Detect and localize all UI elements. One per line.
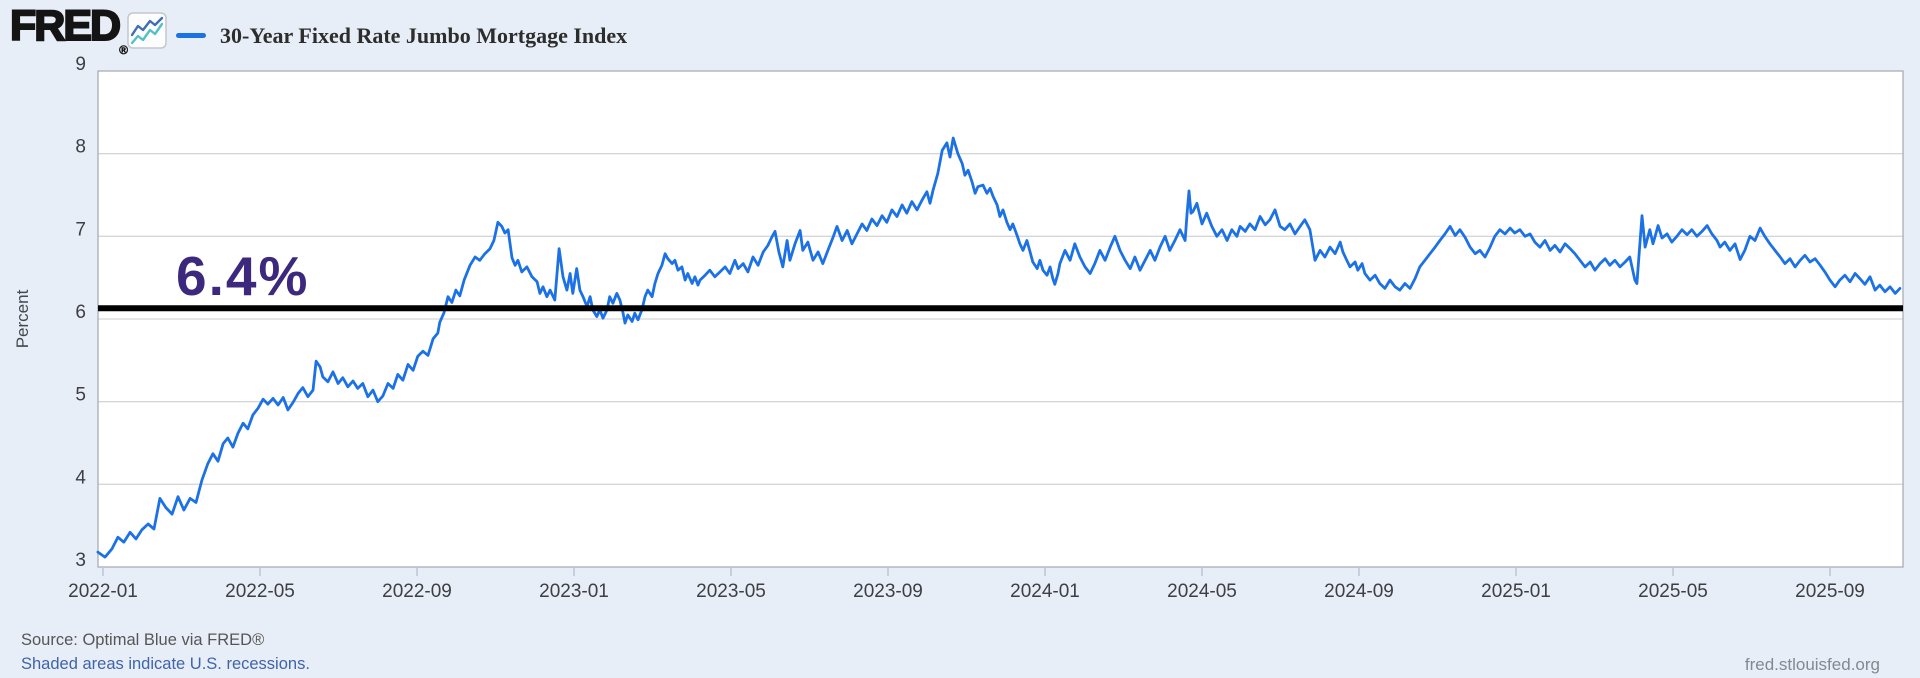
y-axis-label: 4 <box>75 467 86 488</box>
legend-line-swatch <box>176 33 206 38</box>
y-axis-label: 5 <box>75 385 86 406</box>
source-note: Source: Optimal Blue via FRED® <box>21 631 265 649</box>
x-axis-label: 2024-01 <box>1010 581 1080 602</box>
fred-logo-text: FRED <box>9 2 122 50</box>
fred-watermark: fred.stlouisfed.org <box>1744 655 1880 674</box>
legend-series-title: 30-Year Fixed Rate Jumbo Mortgage Index <box>220 23 628 48</box>
recession-note-link[interactable]: Shaded areas indicate U.S. recessions. <box>21 655 310 673</box>
x-axis-label: 2022-09 <box>382 581 452 602</box>
fred-logo: FRED® <box>9 2 128 72</box>
y-axis-title: Percent <box>13 289 32 348</box>
registered-trademark-icon: ® <box>119 43 128 58</box>
x-axis-label: 2023-09 <box>853 581 923 602</box>
x-axis-label: 2025-01 <box>1481 581 1551 602</box>
x-axis-label: 2022-05 <box>225 581 295 602</box>
y-axis-label: 9 <box>75 54 86 75</box>
fred-sparkline-icon <box>127 12 167 49</box>
y-axis-label: 6 <box>75 302 86 323</box>
y-axis-label: 3 <box>75 550 86 571</box>
plot-border <box>97 70 1904 568</box>
x-axis-label: 2023-01 <box>539 581 609 602</box>
annotation-label: 6.4% <box>176 245 309 307</box>
x-axis-label: 2025-09 <box>1795 581 1865 602</box>
x-axis-label: 2024-05 <box>1167 581 1237 602</box>
y-axis-label: 8 <box>75 137 86 158</box>
y-axis-label: 7 <box>75 219 86 240</box>
series-line <box>96 136 1902 559</box>
x-axis-label: 2023-05 <box>696 581 766 602</box>
x-axis-label: 2025-05 <box>1638 581 1708 602</box>
x-axis-label: 2022-01 <box>68 581 138 602</box>
x-axis-label: 2024-09 <box>1324 581 1394 602</box>
